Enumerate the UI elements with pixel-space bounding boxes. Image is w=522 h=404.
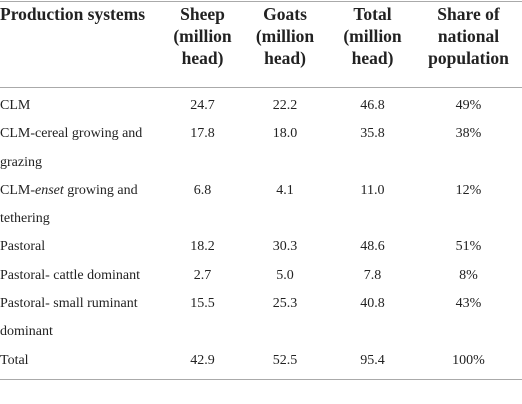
header-cell: Goats (million head) <box>240 1 330 88</box>
header-cell: Total (million head) <box>330 1 415 88</box>
table-row: Pastoral 18.2 30.3 48.6 51% <box>0 233 522 261</box>
table-header: Production systems Sheep (million head) Go… <box>0 1 522 88</box>
table-cell: 8% <box>459 267 478 283</box>
header-cell: Production systems <box>0 1 165 88</box>
table-cell: 95.4 <box>360 352 385 368</box>
table-cell: 11.0 <box>360 182 385 198</box>
table-row: CLM-enset growing and tethering 6.8 4.1 11.… <box>0 177 522 234</box>
label-text: CLM <box>0 98 31 113</box>
table-cell: 5.0 <box>276 267 294 283</box>
table-cell: 52.5 <box>272 352 298 368</box>
table-row: CLM-cereal growing and grazing 17.8 18.0 35… <box>0 120 522 177</box>
table-cell: 51% <box>455 239 482 255</box>
table-cell: 18.2 <box>190 239 215 255</box>
table-cell: 12% <box>455 182 482 198</box>
header-cell: Sheep (million head) <box>165 1 240 88</box>
row-label: CLM <box>0 88 165 121</box>
row-label: CLM-cereal growing and grazing <box>0 120 165 177</box>
row-label: Total <box>0 347 165 380</box>
table-row: Pastoral- small ruminant dominant 15.5 25.… <box>0 290 522 347</box>
label-text: Pastoral- small ruminant dominant <box>0 296 138 340</box>
table-cell: 7.8 <box>363 267 382 283</box>
table-cell: 48.6 <box>360 239 385 255</box>
label-text: CLM-cereal growing and grazing <box>0 126 143 170</box>
row-label: CLM-enset growing and tethering <box>0 177 165 234</box>
label-text: growing and tethering <box>0 182 138 227</box>
row-label: Pastoral <box>0 233 165 261</box>
table-cell: 43% <box>455 296 482 312</box>
label-text: Total <box>0 352 29 368</box>
table-cell: 24.7 <box>190 98 215 113</box>
table-cell: 4.1 <box>276 182 294 198</box>
table-cell: 17.8 <box>190 126 215 142</box>
table-cell: 40.8 <box>360 296 385 312</box>
table-cell: 15.5 <box>190 296 215 312</box>
label-text: CLM- <box>0 182 35 198</box>
table-cell: 6.8 <box>193 182 212 198</box>
data-table: Production systems Sheep (million head) Go… <box>0 1 522 380</box>
table-body: CLM 24.7 22.2 46.8 49% CLM-cereal growing and… <box>0 88 522 380</box>
table-cell: 35.8 <box>360 126 385 142</box>
table-cell: 30.3 <box>272 239 298 255</box>
table-cell: 18.0 <box>272 126 298 142</box>
table-cell: 2.7 <box>193 267 212 283</box>
table-row: CLM 24.7 22.2 46.8 49% <box>0 88 522 121</box>
table-cell: 46.8 <box>360 98 385 113</box>
table-row: Total 42.9 52.5 95.4 100% <box>0 347 522 380</box>
header-cell: Share of national population <box>415 1 522 88</box>
table-cell: 49% <box>455 98 482 113</box>
header-row: Production systems Sheep (million head) Go… <box>0 1 522 88</box>
row-label: Pastoral- small ruminant dominant <box>0 290 165 347</box>
table-cell: 42.9 <box>190 352 215 368</box>
table-row: Pastoral- cattle dominant 2.7 5.0 7.8 8% <box>0 262 522 290</box>
label-text: Pastoral- cattle dominant <box>0 267 140 283</box>
label-italic: enset <box>35 182 64 198</box>
row-label: Pastoral- cattle dominant <box>0 262 165 290</box>
table-cell: 100% <box>452 352 485 368</box>
table-cell: 38% <box>455 126 482 142</box>
table-cell: 22.2 <box>272 98 298 113</box>
label-text: Pastoral <box>0 239 46 255</box>
table-cell: 25.3 <box>272 296 298 312</box>
